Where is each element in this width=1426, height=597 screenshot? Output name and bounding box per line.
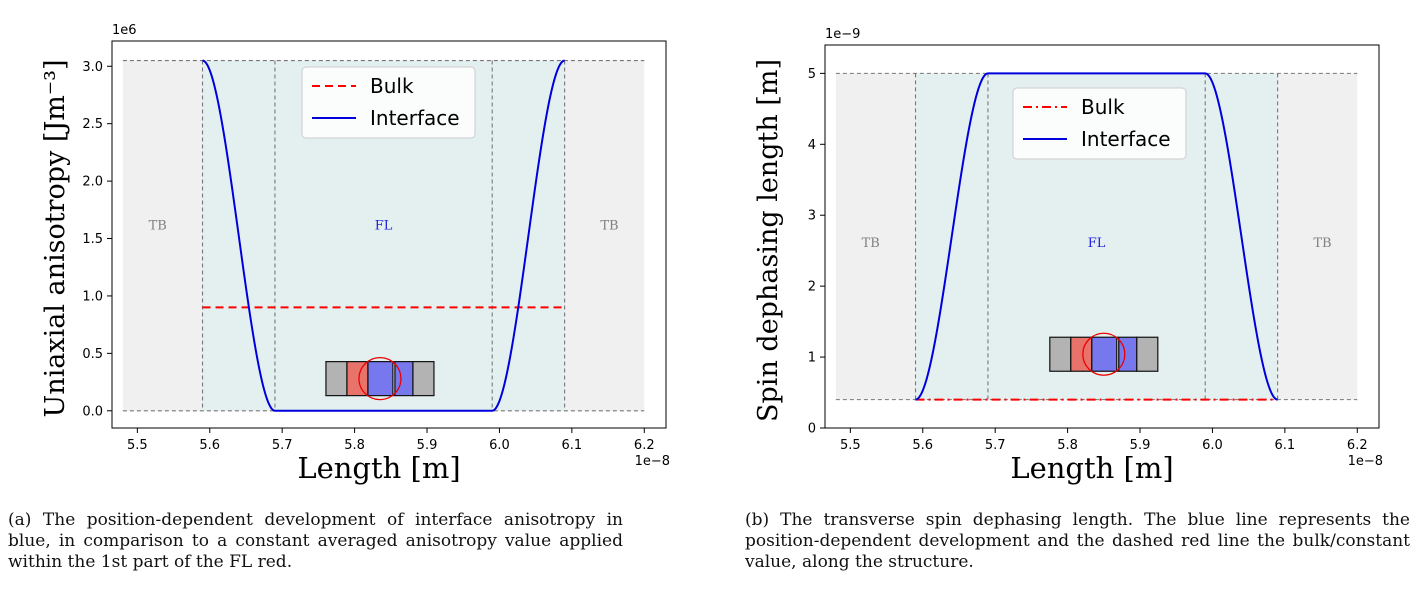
x-tick-label-2: 5.7 <box>985 438 1006 453</box>
inset-layer-1 <box>1070 336 1093 372</box>
region-label-tb-0: TB <box>862 236 880 251</box>
legend-label-bulk: Bulk <box>370 74 414 98</box>
y-tick-label-0: 0 <box>808 422 816 437</box>
y-tick-label-4: 2.0 <box>82 175 103 190</box>
x-tick-label-6: 6.1 <box>562 438 583 453</box>
x-tick-label-0: 5.5 <box>840 438 861 453</box>
region-tb-2 <box>564 60 645 411</box>
x-tick-label-2: 5.7 <box>272 438 293 453</box>
x-tick-label-6: 6.1 <box>1275 438 1296 453</box>
x-tick-label-5: 6.0 <box>1202 438 1223 453</box>
x-tick-label-4: 5.9 <box>417 438 438 453</box>
legend-label-bulk: Bulk <box>1081 95 1125 119</box>
x-axis-label: Length [m] <box>1010 451 1173 485</box>
region-label-tb-2: TB <box>1313 236 1331 251</box>
caption-b: (b) The transverse spin dephasing length… <box>745 510 1410 572</box>
legend-label-interface: Interface <box>1081 127 1171 151</box>
x-offset-label: 1e−8 <box>1348 454 1383 469</box>
x-tick-label-1: 5.6 <box>199 438 220 453</box>
figure-a: TB FL TB 5.5 5.6 5.7 5.8 5.9 6.0 6.1 6.2 0.0 0.5 1.0 1… <box>0 0 713 505</box>
y-tick-label-2: 2 <box>808 280 816 295</box>
region-label-fl-1: FL <box>1088 236 1106 251</box>
inset-layer-2 <box>1091 336 1118 372</box>
axes-frame <box>824 44 1380 429</box>
legend-label-interface: Interface <box>370 106 460 130</box>
y-tick-label-1: 1 <box>808 351 816 366</box>
inset-layer-0 <box>1049 336 1072 372</box>
axes-frame <box>111 40 667 429</box>
y-tick-label-3: 3 <box>808 209 816 224</box>
y-offset-label: 1e6 <box>112 23 137 38</box>
inset-layer-0 <box>325 361 348 397</box>
x-axis-label: Length [m] <box>297 451 460 485</box>
y-axis-label: Spin dephasing length [m] <box>753 59 784 422</box>
x-tick-label-4: 5.9 <box>1130 438 1151 453</box>
figure-b: TB FL TB 5.5 5.6 5.7 5.8 5.9 6.0 6.1 6.2 0 1 2 3 4 5 1e−8… <box>713 0 1426 505</box>
x-tick-label-7: 6.2 <box>1347 438 1368 453</box>
inset-layer-2 <box>367 361 394 397</box>
inset-layer-1 <box>346 361 369 397</box>
y-tick-label-6: 3.0 <box>82 60 103 75</box>
y-axis-label: Uniaxial anisotropy [Jm⁻³] <box>40 60 71 418</box>
x-tick-label-3: 5.8 <box>1057 438 1078 453</box>
y-tick-label-5: 5 <box>808 67 816 82</box>
y-tick-label-5: 2.5 <box>82 117 103 132</box>
caption-a: (a) The position-dependent development o… <box>8 510 623 572</box>
region-tb-0 <box>122 60 203 411</box>
y-offset-label: 1e−9 <box>825 27 860 42</box>
inset-circle <box>1082 332 1126 376</box>
chart-a: TB FL TB 5.5 5.6 5.7 5.8 5.9 6.0 6.1 6.2 0.0 0.5 1.0 1… <box>40 23 670 485</box>
chart-b: TB FL TB 5.5 5.6 5.7 5.8 5.9 6.0 6.1 6.2 0 1 2 3 4 5 1e−8… <box>753 27 1383 485</box>
region-tb-0 <box>835 73 916 400</box>
y-tick-label-1: 0.5 <box>82 347 103 362</box>
x-tick-label-5: 6.0 <box>489 438 510 453</box>
x-tick-label-3: 5.8 <box>344 438 365 453</box>
region-label-tb-0: TB <box>149 218 167 233</box>
x-offset-label: 1e−8 <box>635 454 670 469</box>
x-tick-label-7: 6.2 <box>634 438 655 453</box>
legend-box <box>1012 87 1187 160</box>
series-interface-line <box>915 72 1278 401</box>
region-label-fl-1: FL <box>375 218 393 233</box>
legend-box <box>301 66 476 139</box>
y-tick-label-2: 1.0 <box>82 289 103 304</box>
region-tb-2 <box>1277 73 1358 400</box>
y-tick-label-3: 1.5 <box>82 232 103 247</box>
series-interface-line <box>202 59 565 412</box>
inset-layer-4 <box>1136 336 1159 372</box>
y-tick-label-0: 0.0 <box>82 404 103 419</box>
inset-layer-4 <box>412 361 435 397</box>
x-tick-label-0: 5.5 <box>127 438 148 453</box>
y-tick-label-4: 4 <box>808 138 816 153</box>
x-tick-label-1: 5.6 <box>912 438 933 453</box>
region-label-tb-2: TB <box>600 218 618 233</box>
inset-circle <box>358 356 402 401</box>
